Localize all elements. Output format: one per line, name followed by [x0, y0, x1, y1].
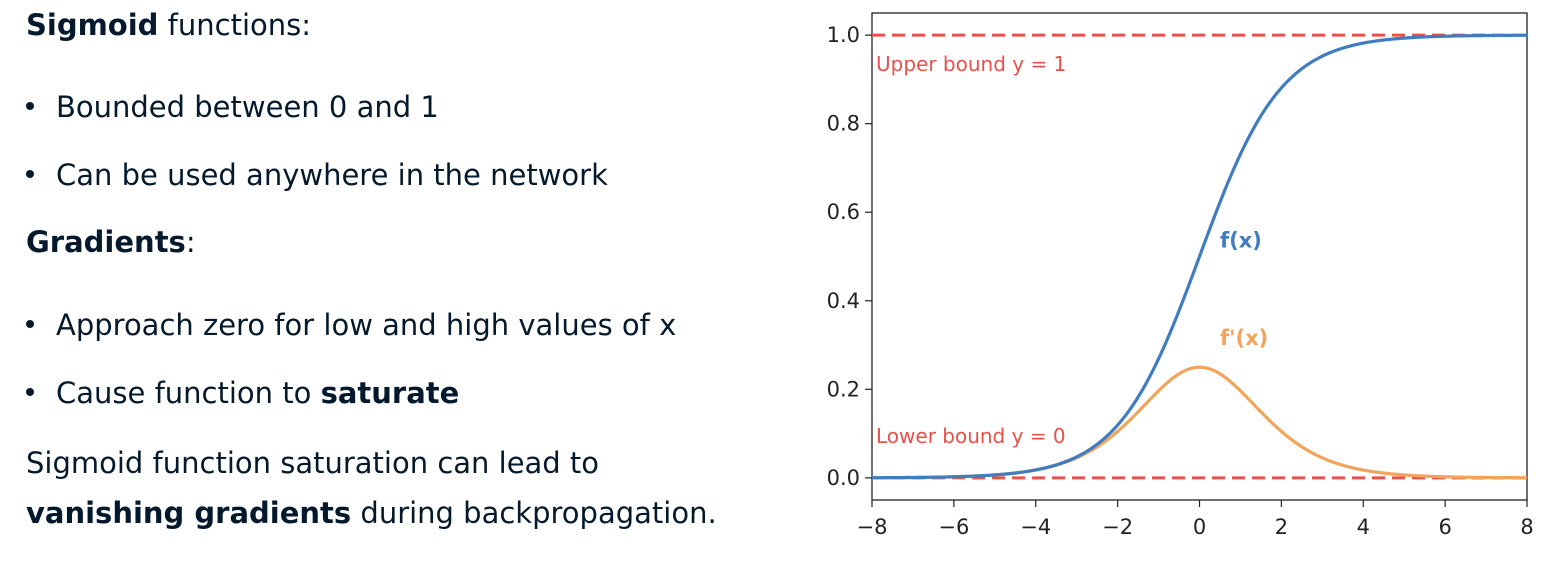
y-tick-label: 0.8 [827, 112, 860, 136]
heading-gradients-rest: : [185, 225, 196, 259]
x-tick-label: −6 [938, 515, 969, 539]
series-annotation: f(x) [1220, 229, 1262, 253]
series-annotation: f'(x) [1220, 326, 1268, 350]
summary-rest: during backpropagation. [351, 496, 717, 530]
x-tick-label: 2 [1275, 515, 1288, 539]
bullet-bounded: Bounded between 0 and 1 [26, 90, 439, 125]
bullet-bounded-text: Bounded between 0 and 1 [56, 90, 439, 124]
bullet-saturate-bold: saturate [320, 376, 460, 410]
bullet-saturate-pre: Cause function to [56, 376, 321, 410]
y-tick-label: 0.0 [827, 466, 860, 490]
series-line-sigmoid_derivative [871, 365, 1528, 480]
summary-line-1: Sigmoid function saturation can lead to [26, 446, 600, 480]
x-tick-label: 0 [1193, 515, 1206, 539]
x-tick-label: −4 [1020, 515, 1051, 539]
chart-container: −8 −6 −4 −2 0 2 4 6 8 0.0 0.2 0.4 0.6 0.8 1.0 Upper bou… [790, 0, 1550, 582]
y-tick-label: 1.0 [827, 23, 860, 47]
bullet-anywhere: Can be used anywhere in the network [26, 158, 608, 193]
y-tick-label: 0.2 [827, 377, 860, 401]
x-tick-label: 8 [1520, 515, 1533, 539]
x-tick-label: 6 [1438, 515, 1451, 539]
y-tick-label: 0.4 [827, 289, 860, 313]
bullet-dot-icon [26, 320, 34, 328]
bullet-approach-zero-text: Approach zero for low and high values of… [56, 308, 677, 342]
bullet-dot-icon [26, 388, 34, 396]
bullet-dot-icon [26, 102, 34, 110]
bullet-anywhere-text: Can be used anywhere in the network [56, 158, 608, 192]
heading-gradients: Gradients: [26, 225, 196, 260]
sigmoid-chart: −8 −6 −4 −2 0 2 4 6 8 0.0 0.2 0.4 0.6 0.8 1.0 Upper bou… [827, 12, 1534, 539]
x-tick-label: 4 [1357, 515, 1370, 539]
x-tick-label: −2 [1102, 515, 1133, 539]
heading-sigmoid: Sigmoid functions: [26, 8, 311, 43]
y-tick-label: 0.6 [827, 200, 860, 224]
upper-bound-label: Upper bound y = 1 [876, 52, 1066, 76]
heading-sigmoid-bold: Sigmoid [26, 8, 159, 42]
series-line-sigmoid [871, 33, 1528, 480]
heading-sigmoid-rest: functions: [158, 8, 311, 42]
bullet-dot-icon [26, 170, 34, 178]
summary-bold: vanishing gradients [26, 496, 352, 530]
lower-bound-label: Lower bound y = 0 [876, 424, 1066, 448]
heading-gradients-bold: Gradients [26, 225, 186, 259]
summary-line-2: vanishing gradients during backpropagati… [26, 496, 717, 531]
bullet-approach-zero: Approach zero for low and high values of… [26, 308, 676, 343]
bullet-saturate: Cause function to saturate [26, 376, 459, 411]
x-tick-label: −8 [857, 515, 888, 539]
